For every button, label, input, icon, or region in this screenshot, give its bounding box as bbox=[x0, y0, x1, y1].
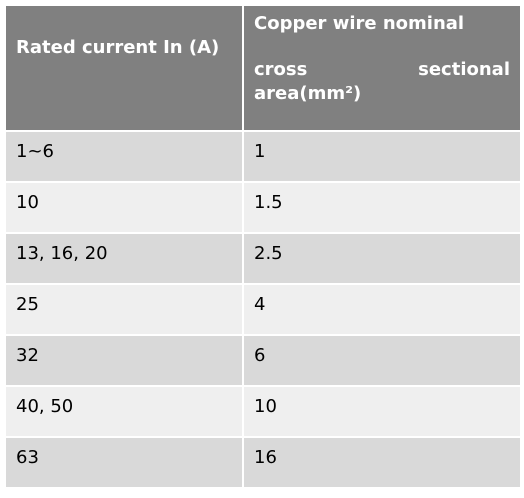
rated-current-cell: 25 bbox=[4, 283, 244, 336]
wire-area-cell: 2.5 bbox=[242, 232, 522, 285]
rated-current-cell: 32 bbox=[4, 334, 244, 387]
wire-area-cell: 1 bbox=[242, 130, 522, 183]
wire-area-cell: 1.5 bbox=[242, 181, 522, 234]
header-wire-area-line3: area(mm²) bbox=[254, 83, 362, 104]
table-row: 25 4 bbox=[4, 283, 522, 336]
table-row: 13, 16, 20 2.5 bbox=[4, 232, 522, 285]
header-wire-area-line1: Copper wire nominal bbox=[254, 13, 465, 34]
table-row: 63 16 bbox=[4, 436, 522, 489]
rated-current-cell: 63 bbox=[4, 436, 244, 489]
table-row: 32 6 bbox=[4, 334, 522, 387]
wire-area-cell: 16 bbox=[242, 436, 522, 489]
table-row: 10 1.5 bbox=[4, 181, 522, 234]
current-wire-table: Rated current In (A) Copper wire nominal… bbox=[4, 4, 522, 489]
table-row: 1~6 1 bbox=[4, 130, 522, 183]
header-rated-current: Rated current In (A) bbox=[4, 4, 244, 132]
wire-area-cell: 10 bbox=[242, 385, 522, 438]
table-row: 40, 50 10 bbox=[4, 385, 522, 438]
rated-current-cell: 40, 50 bbox=[4, 385, 244, 438]
wire-area-cell: 6 bbox=[242, 334, 522, 387]
rated-current-cell: 13, 16, 20 bbox=[4, 232, 244, 285]
rated-current-cell: 1~6 bbox=[4, 130, 244, 183]
header-wire-area: Copper wire nominal cross sectional area… bbox=[242, 4, 522, 132]
header-rated-current-label: Rated current In (A) bbox=[16, 37, 220, 58]
header-wire-area-line2: cross sectional bbox=[254, 59, 510, 80]
wire-area-cell: 4 bbox=[242, 283, 522, 336]
rated-current-cell: 10 bbox=[4, 181, 244, 234]
table-header-row: Rated current In (A) Copper wire nominal… bbox=[4, 4, 522, 132]
